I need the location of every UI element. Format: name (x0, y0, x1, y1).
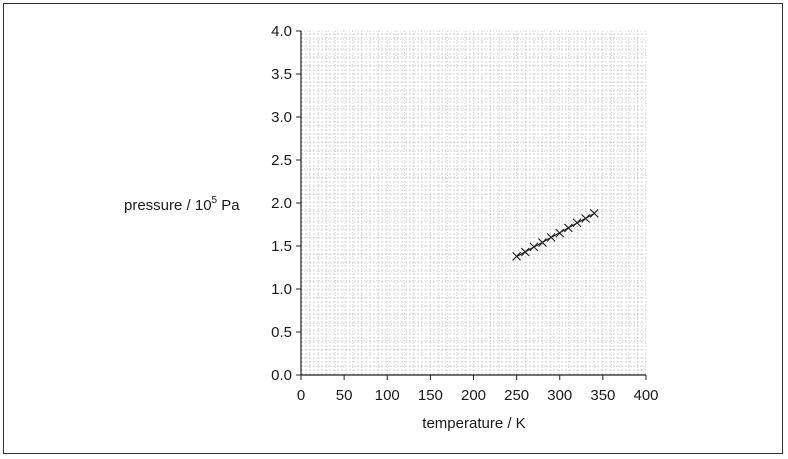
data-point-stroke (555, 228, 565, 238)
x-tick-label: 200 (461, 387, 486, 404)
y-tick-label: 0.0 (271, 367, 292, 384)
data-point (538, 238, 547, 247)
ticks: 0 50 100 150 200 250 300 350 400 0.0 0.5 1.0 1.5 2.0 2… (271, 23, 658, 404)
grid (301, 30, 647, 375)
data-point-stroke (520, 247, 530, 257)
y-tick-label: 1.0 (271, 281, 292, 298)
best-fit-line (516, 212, 595, 258)
y-axis-title-superscript: 5 (212, 195, 218, 206)
data-point (589, 208, 599, 218)
y-tick-label: 2.5 (271, 152, 292, 169)
x-tick-label: 100 (375, 387, 400, 404)
figure-frame (3, 3, 783, 454)
data-point-stroke (538, 238, 547, 247)
x-tick-label: 50 (336, 387, 353, 404)
x-tick-label: 400 (633, 387, 658, 404)
data-point-stroke (572, 218, 582, 228)
y-tick-label: 2.0 (271, 195, 292, 212)
x-tick-label: 250 (504, 387, 529, 404)
data-point-stroke (512, 251, 522, 261)
x-tick-label: 300 (547, 387, 572, 404)
data-point (512, 251, 522, 261)
data-point (572, 218, 582, 228)
x-tick-label: 0 (297, 387, 305, 404)
data-point (555, 228, 565, 238)
y-tick-label: 0.5 (271, 324, 292, 341)
y-axis-title-prefix: pressure / 10 (124, 197, 212, 214)
data-point (546, 233, 556, 242)
y-tick-label: 3.5 (271, 66, 292, 83)
data-point (529, 242, 539, 252)
data-point-stroke (563, 223, 573, 233)
y-axis-title-suffix: Pa (217, 197, 240, 214)
y-tick-label: 4.0 (271, 23, 292, 40)
data-point-stroke (529, 242, 539, 252)
data-point-stroke (589, 208, 599, 218)
x-axis-title: temperature / K (422, 415, 525, 432)
data-point (581, 214, 591, 223)
data-point-stroke (581, 214, 591, 223)
data-series (512, 208, 599, 261)
y-axis-title: pressure / 105 Pa (124, 195, 240, 214)
x-tick-label: 350 (590, 387, 615, 404)
y-tick-label: 1.5 (271, 238, 292, 255)
data-point (520, 247, 530, 257)
x-tick-label: 150 (418, 387, 443, 404)
y-tick-label: 3.0 (271, 109, 292, 126)
data-point (563, 223, 573, 233)
data-point-stroke (546, 233, 556, 242)
